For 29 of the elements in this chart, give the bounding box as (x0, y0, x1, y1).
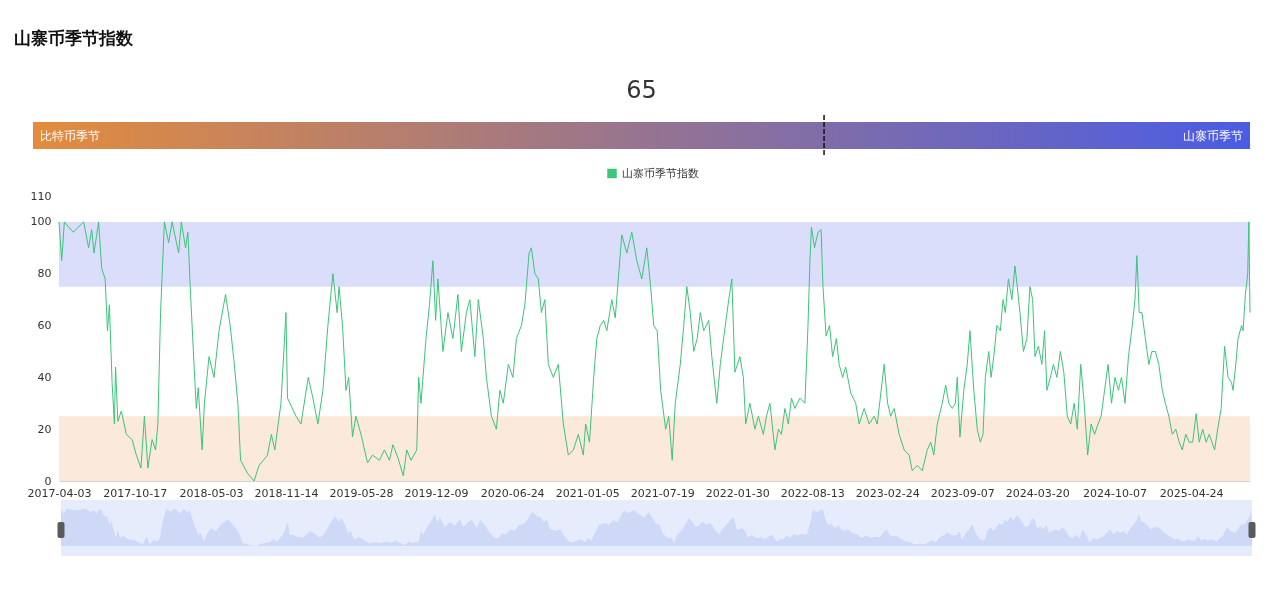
x-tick-label: 2019-12-09 (404, 486, 469, 500)
y-tick-label: 40 (37, 370, 52, 384)
y-tick-label: 20 (37, 422, 52, 436)
text: 山寨币季节 (1183, 128, 1243, 143)
x-tick-label: 2023-09-07 (930, 486, 995, 500)
x-tick-label: 2024-10-07 (1083, 486, 1148, 500)
y-tick-label: 80 (37, 267, 52, 281)
x-tick-label: 2024-03-20 (1005, 486, 1070, 500)
legend-label: 山寨币季节指数 (621, 166, 699, 180)
x-tick-label: 2025-04-24 (1159, 486, 1224, 500)
y-tick-label: 110 (30, 189, 52, 203)
x-tick-label: 2018-11-14 (254, 486, 319, 500)
text: 山寨币季节指数 (14, 28, 134, 48)
y-tick-label: 60 (37, 319, 52, 333)
x-tick-label: 2022-01-30 (705, 486, 770, 500)
x-tick-label: 2021-01-05 (555, 486, 620, 500)
y-tick-label: 0 (44, 474, 52, 488)
x-tick-label: 2023-02-24 (855, 486, 920, 500)
x-tick-label: 2017-04-03 (27, 486, 92, 500)
y-tick-label: 100 (30, 215, 52, 229)
x-tick-label: 2021-07-19 (630, 486, 695, 500)
line-series (58, 221, 1251, 482)
x-tick-label: 2017-10-17 (103, 486, 168, 500)
data-label: 65 (626, 76, 657, 104)
x-tick-label: 2019-05-28 (329, 486, 394, 500)
x-tick-label: 2020-06-24 (480, 486, 545, 500)
x-tick-label: 2022-08-13 (780, 486, 845, 500)
text: 比特币季节 (40, 128, 100, 143)
x-tick-label: 2018-05-03 (179, 486, 244, 500)
